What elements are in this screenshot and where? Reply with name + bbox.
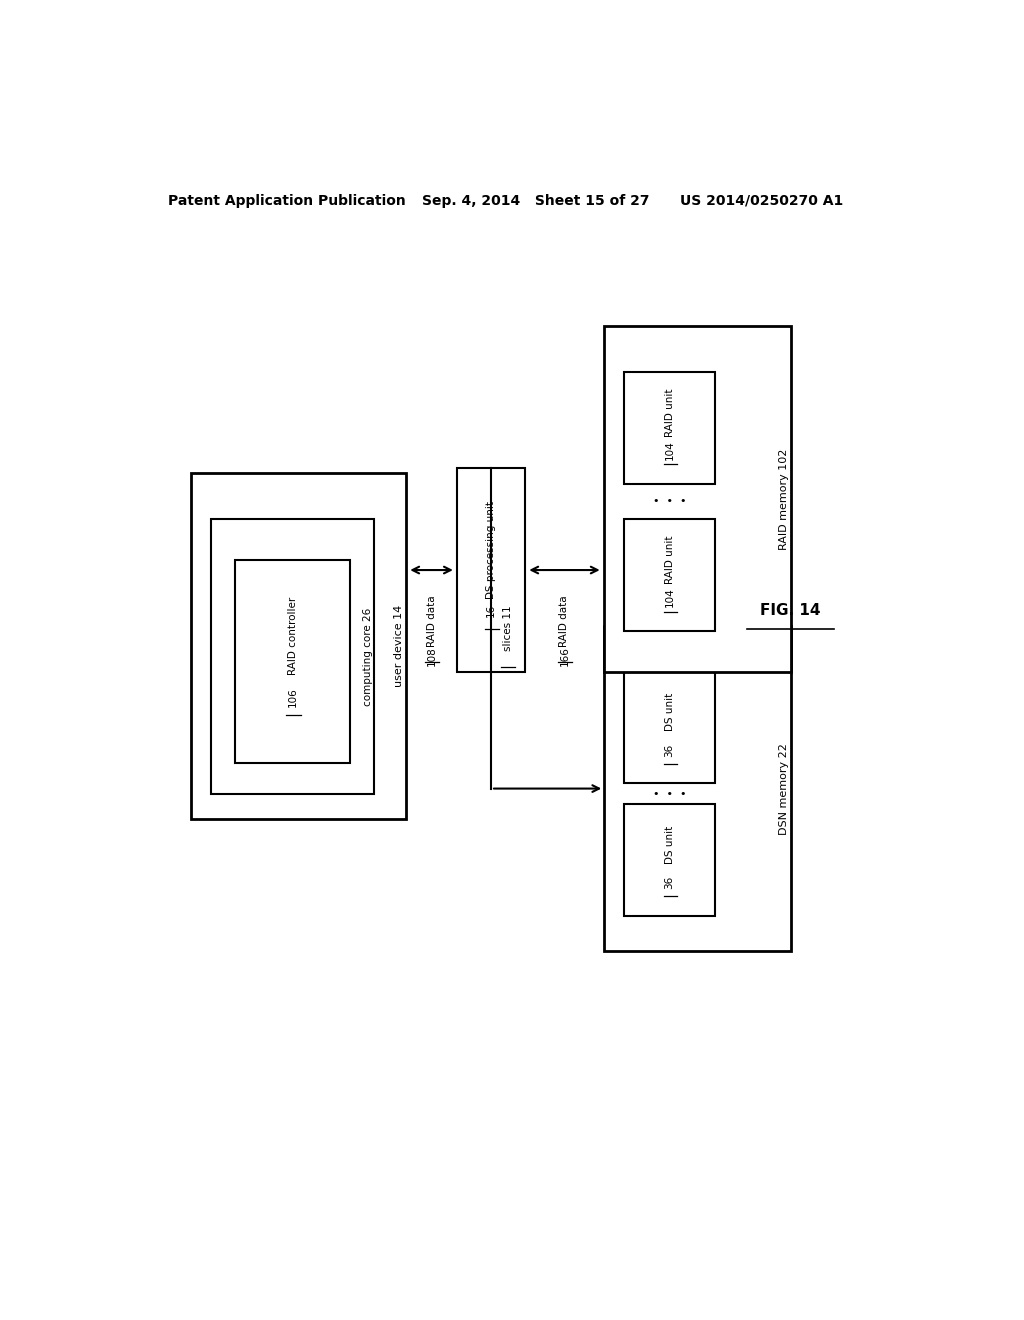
Text: RAID memory 102: RAID memory 102 [779, 449, 790, 549]
Bar [624, 672, 715, 784]
Text: RAID data: RAID data [559, 595, 569, 647]
Text: 166: 166 [559, 647, 569, 667]
Bar [458, 469, 524, 672]
Bar [604, 326, 791, 672]
Text: DSN memory 22: DSN memory 22 [779, 743, 790, 834]
Text: 104: 104 [665, 587, 675, 607]
Text: RAID controller: RAID controller [288, 597, 298, 676]
Text: 104: 104 [665, 441, 675, 459]
Bar [604, 626, 791, 952]
Text: RAID unit: RAID unit [665, 388, 675, 437]
Text: slices 11: slices 11 [503, 606, 513, 651]
Text: DS unit: DS unit [665, 825, 675, 863]
Text: 36: 36 [665, 875, 675, 888]
Text: 106: 106 [288, 688, 298, 708]
Bar [624, 372, 715, 483]
Text: •  •  •: • • • [653, 496, 686, 507]
Text: Sep. 4, 2014   Sheet 15 of 27: Sep. 4, 2014 Sheet 15 of 27 [422, 194, 649, 209]
Text: RAID data: RAID data [427, 595, 436, 647]
Text: computing core 26: computing core 26 [362, 607, 373, 706]
Text: DS processing unit: DS processing unit [486, 500, 496, 599]
Text: Patent Application Publication: Patent Application Publication [168, 194, 406, 209]
Bar [191, 474, 406, 818]
Text: FIG. 14: FIG. 14 [761, 603, 821, 618]
Text: 36: 36 [665, 743, 675, 756]
Bar [624, 519, 715, 631]
Text: US 2014/0250270 A1: US 2014/0250270 A1 [680, 194, 843, 209]
Text: 16: 16 [486, 605, 496, 618]
Bar [236, 560, 350, 763]
Text: DS unit: DS unit [665, 693, 675, 731]
Text: RAID unit: RAID unit [665, 536, 675, 585]
Bar [211, 519, 374, 793]
Text: user device 14: user device 14 [394, 605, 404, 688]
Text: •  •  •: • • • [653, 788, 686, 799]
Text: 108: 108 [427, 647, 436, 667]
Bar [624, 804, 715, 916]
